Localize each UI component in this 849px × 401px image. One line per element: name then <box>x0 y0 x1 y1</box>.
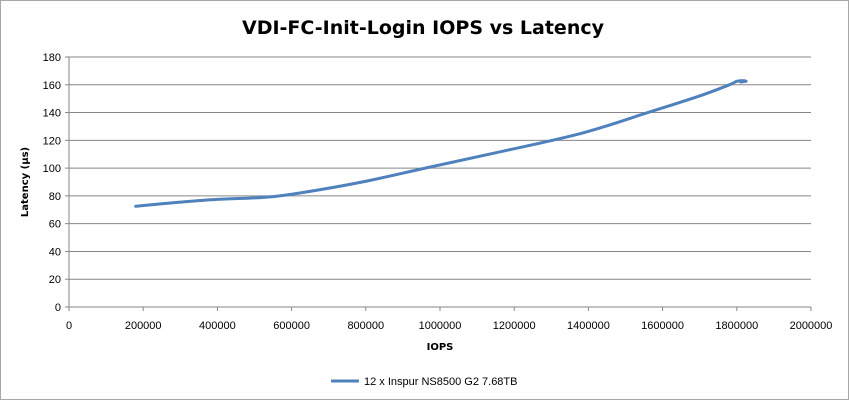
y-axis-title: Latency (μs) <box>20 147 31 217</box>
x-axis-title: IOPS <box>427 342 454 353</box>
chart-title: VDI-FC-Init-Login IOPS vs Latency <box>242 17 605 39</box>
x-tick-label-9: 1800000 <box>715 320 758 332</box>
axes <box>65 56 812 311</box>
series-line-1 <box>134 79 748 208</box>
y-tick-labels: 0 20 40 60 80 100 120 140 160 180 <box>43 52 61 314</box>
y-tick-label-1: 20 <box>49 274 61 286</box>
legend: 12 x Inspur NS8500 G2 7.68TB <box>331 376 517 388</box>
y-tick-label-0: 0 <box>55 302 61 314</box>
x-tick-label-8: 1600000 <box>641 320 684 332</box>
x-tick-label-3: 600000 <box>273 320 310 332</box>
gridlines <box>69 56 811 280</box>
x-tick-label-7: 1400000 <box>567 320 610 332</box>
series-group <box>134 79 748 208</box>
y-tick-label-7: 140 <box>43 108 61 120</box>
y-tick-label-8: 160 <box>43 80 61 92</box>
y-tick-label-3: 60 <box>49 219 61 231</box>
x-tick-label-5: 1000000 <box>419 320 462 332</box>
x-tick-label-0: 0 <box>66 320 72 332</box>
y-tick-label-2: 40 <box>49 246 61 258</box>
y-tick-label-9: 180 <box>43 52 61 64</box>
x-tick-label-10: 2000000 <box>790 320 833 332</box>
legend-label-series-1: 12 x Inspur NS8500 G2 7.68TB <box>364 376 517 388</box>
y-tick-label-4: 80 <box>49 191 61 203</box>
y-tick-label-6: 120 <box>43 135 61 147</box>
x-tick-label-1: 200000 <box>125 320 162 332</box>
y-tick-label-5: 100 <box>43 163 61 175</box>
x-tick-labels: 0 200000 400000 600000 800000 1000000 1200000 1… <box>66 320 832 332</box>
x-tick-label-2: 400000 <box>199 320 236 332</box>
x-tick-label-6: 1200000 <box>493 320 536 332</box>
x-tick-label-4: 800000 <box>347 320 384 332</box>
